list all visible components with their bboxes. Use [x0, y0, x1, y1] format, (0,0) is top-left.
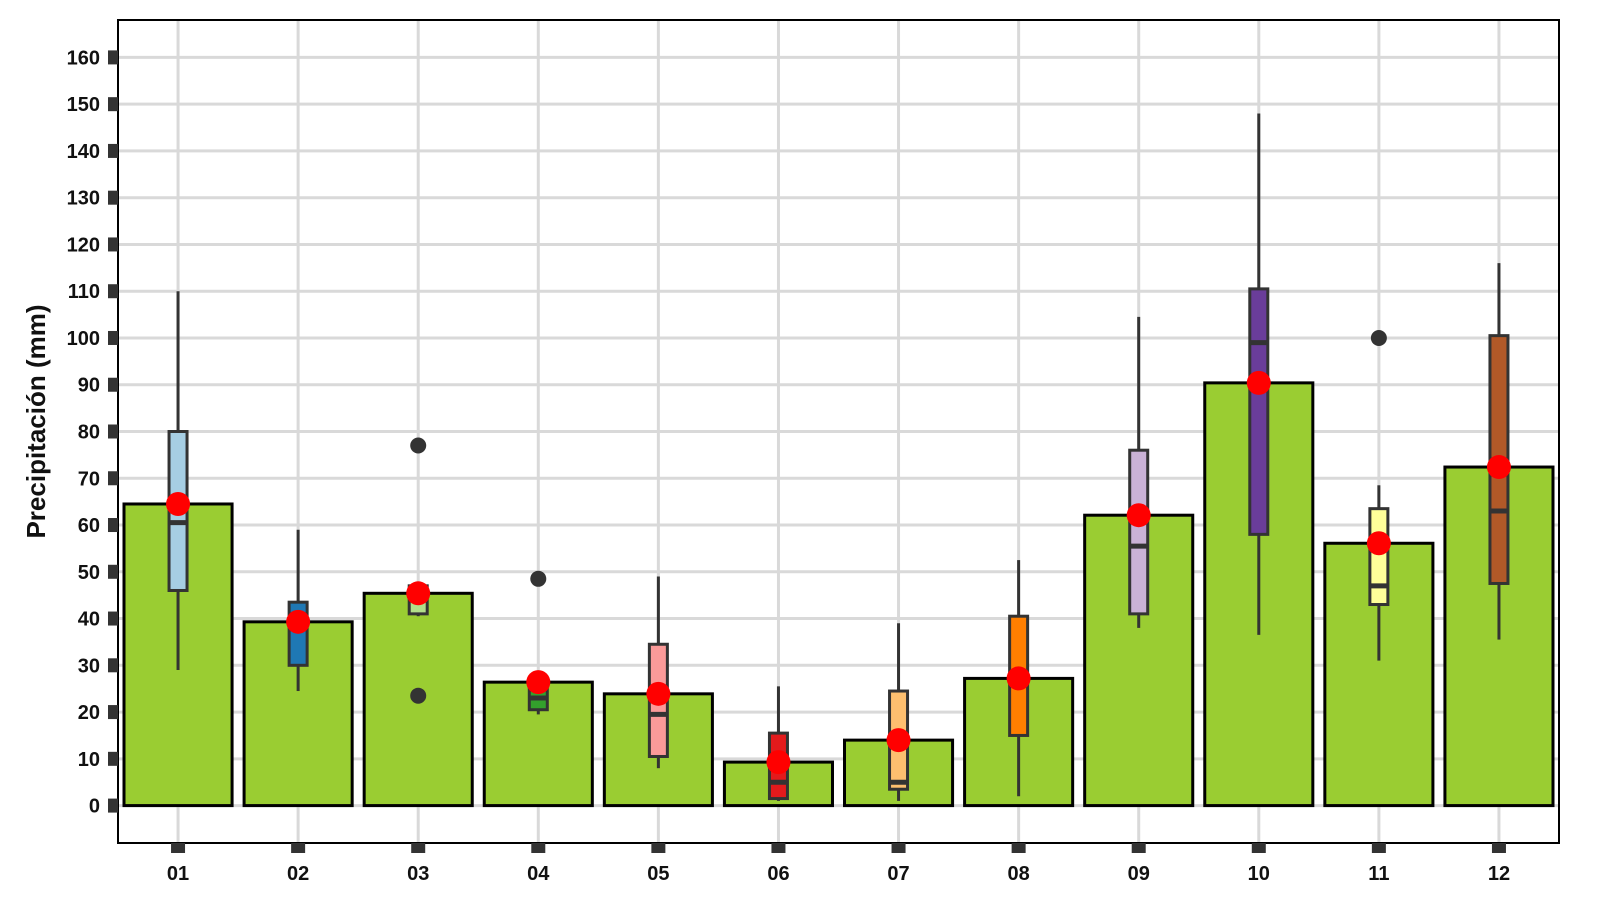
x-tick-mark-01 [171, 843, 186, 853]
x-tick-mark-02 [291, 843, 306, 853]
y-tick-mark-10 [108, 751, 118, 766]
outlier-point-04-0 [530, 570, 547, 587]
y-tick-mark-20 [108, 705, 118, 720]
y-tick-mark-40 [108, 611, 118, 626]
x-tick-mark-07 [891, 843, 906, 853]
box-11 [1368, 507, 1390, 607]
y-tick-mark-160 [108, 50, 118, 65]
x-tick-label-06: 06 [767, 863, 789, 885]
x-tick-label-05: 05 [647, 863, 669, 885]
x-tick-mark-12 [1491, 843, 1506, 853]
x-tick-label-02: 02 [287, 863, 309, 885]
y-tick-label-130: 130 [67, 188, 100, 210]
x-tick-label-12: 12 [1488, 863, 1510, 885]
monthly-bars [122, 381, 1555, 808]
y-tick-mark-130 [108, 190, 118, 205]
mean-point-03 [406, 581, 431, 606]
outlier-point-03-0 [410, 437, 427, 454]
mean-point-01 [166, 491, 191, 516]
mean-point-05 [646, 681, 671, 706]
y-tick-mark-120 [108, 237, 118, 252]
y-tick-mark-100 [108, 330, 118, 345]
y-tick-label-10: 10 [78, 749, 100, 771]
y-tick-mark-110 [108, 284, 118, 299]
y-tick-mark-50 [108, 564, 118, 579]
mean-point-04 [526, 670, 551, 695]
x-tick-label-03: 03 [407, 863, 429, 885]
x-tick-label-07: 07 [887, 863, 909, 885]
box-10 [1248, 287, 1270, 536]
y-tick-label-110: 110 [68, 281, 100, 303]
x-tick-mark-11 [1371, 843, 1386, 853]
y-tick-label-20: 20 [78, 702, 100, 724]
x-tick-label-11: 11 [1368, 863, 1389, 885]
mean-points [166, 370, 1511, 775]
y-tick-mark-60 [108, 518, 118, 533]
y-tick-label-160: 160 [67, 47, 100, 69]
mean-point-09 [1126, 503, 1151, 528]
y-tick-mark-90 [108, 377, 118, 392]
y-tick-label-70: 70 [78, 468, 100, 490]
mean-point-10 [1246, 370, 1271, 395]
y-tick-label-100: 100 [67, 328, 100, 350]
mean-point-11 [1366, 531, 1391, 556]
mean-point-06 [766, 750, 791, 775]
y-tick-label-80: 80 [78, 422, 100, 444]
mean-point-02 [286, 609, 311, 634]
x-tick-label-01: 01 [167, 863, 189, 885]
x-tick-mark-09 [1131, 843, 1146, 853]
y-tick-label-150: 150 [67, 94, 100, 116]
mean-point-08 [1006, 666, 1031, 691]
y-tick-mark-70 [108, 471, 118, 486]
x-tick-mark-06 [771, 843, 786, 853]
y-tick-mark-0 [108, 798, 118, 813]
box-plots [167, 113, 1510, 801]
y-tick-label-50: 50 [78, 562, 100, 584]
y-axis-label: Precipitación (mm) [21, 304, 51, 538]
axes: 0102030405060708090100110120130140150160… [67, 47, 1510, 885]
mean-point-07 [886, 728, 911, 753]
y-tick-label-30: 30 [78, 655, 100, 677]
y-tick-mark-80 [108, 424, 118, 439]
x-tick-label-04: 04 [527, 863, 550, 885]
x-tick-mark-05 [651, 843, 666, 853]
y-tick-label-40: 40 [78, 609, 100, 631]
x-tick-label-08: 08 [1008, 863, 1030, 885]
x-tick-mark-10 [1251, 843, 1266, 853]
y-tick-label-0: 0 [89, 796, 100, 818]
y-tick-mark-140 [108, 143, 118, 158]
outlier-point-11-0 [1370, 329, 1387, 346]
x-tick-label-09: 09 [1128, 863, 1150, 885]
y-tick-label-120: 120 [67, 234, 100, 256]
box-09 [1128, 448, 1150, 616]
x-tick-mark-04 [531, 843, 546, 853]
y-tick-label-60: 60 [78, 515, 100, 537]
y-tick-mark-30 [108, 658, 118, 673]
y-tick-mark-150 [108, 97, 118, 112]
x-tick-mark-03 [411, 843, 426, 853]
x-tick-mark-08 [1011, 843, 1026, 853]
x-tick-label-10: 10 [1248, 863, 1270, 885]
mean-point-12 [1486, 455, 1511, 480]
y-tick-label-140: 140 [67, 141, 100, 163]
outlier-point-03-1 [410, 687, 427, 704]
y-tick-label-90: 90 [78, 375, 100, 397]
